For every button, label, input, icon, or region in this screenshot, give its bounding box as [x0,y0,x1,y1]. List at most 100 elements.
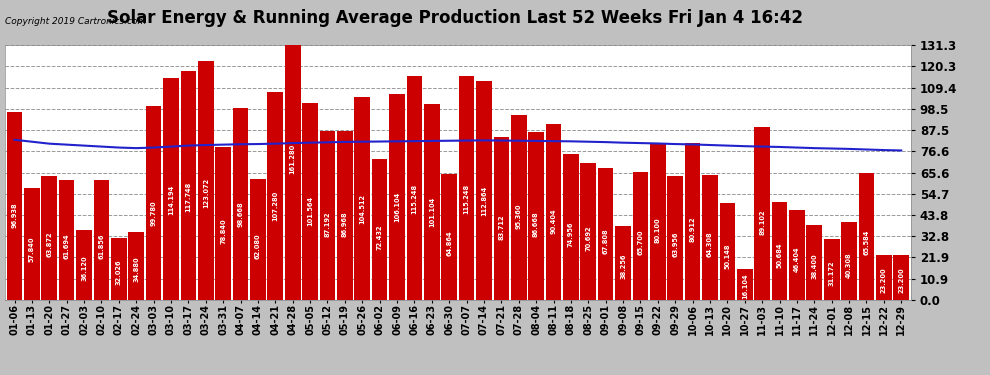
Text: 65.700: 65.700 [638,230,644,255]
Bar [876,255,892,300]
Text: 98.668: 98.668 [238,201,244,226]
Text: 101.564: 101.564 [307,196,313,226]
Bar [76,230,92,300]
Text: 67.808: 67.808 [603,228,609,254]
Bar [824,240,840,300]
Bar [737,269,752,300]
Bar [180,71,196,300]
Text: Solar Energy & Running Average Production Last 52 Weeks Fri Jan 4 16:42: Solar Energy & Running Average Productio… [107,9,804,27]
Bar [372,159,387,300]
Text: 87.192: 87.192 [325,211,331,237]
Text: 36.120: 36.120 [81,256,87,281]
Text: 16.104: 16.104 [742,273,747,299]
Bar [511,115,527,300]
Text: 23.200: 23.200 [881,267,887,292]
Text: 114.194: 114.194 [168,185,174,215]
Text: 46.404: 46.404 [794,247,800,272]
Bar [442,174,457,300]
Text: 115.248: 115.248 [412,184,418,214]
Bar [615,226,631,300]
Bar [7,112,23,300]
Bar [842,222,857,300]
Bar [720,202,736,300]
Bar [580,163,596,300]
Text: 95.360: 95.360 [516,204,522,230]
Text: 72.432: 72.432 [376,224,382,249]
Text: 80.912: 80.912 [690,216,696,242]
Text: 38.256: 38.256 [620,254,626,279]
Bar [111,238,127,300]
Bar [424,104,440,300]
Text: 50.148: 50.148 [725,243,731,269]
Bar [598,168,614,300]
Bar [529,132,544,300]
Text: 80.100: 80.100 [654,217,660,243]
Bar [320,130,336,300]
Bar [545,124,561,300]
Bar [633,172,648,300]
Text: 70.692: 70.692 [585,225,591,251]
Bar [476,81,492,300]
Text: Copyright 2019 Cartronics.com: Copyright 2019 Cartronics.com [5,17,147,26]
Bar [267,92,283,300]
Text: 78.840: 78.840 [220,218,226,244]
Text: 57.840: 57.840 [29,237,35,262]
Text: 23.200: 23.200 [898,267,904,292]
Bar [42,176,57,300]
Text: 83.712: 83.712 [498,214,504,240]
Bar [685,143,700,300]
Text: 123.072: 123.072 [203,177,209,208]
Text: 112.864: 112.864 [481,186,487,216]
Bar [24,188,40,300]
Bar [163,78,179,300]
Bar [354,97,370,300]
Text: 99.780: 99.780 [150,200,156,226]
Bar [494,137,509,300]
Bar [198,61,214,300]
Text: 65.584: 65.584 [863,230,869,255]
Bar [458,76,474,300]
Bar [754,127,770,300]
Bar [702,175,718,300]
Text: 86.968: 86.968 [342,211,347,237]
Text: 115.248: 115.248 [463,184,469,214]
Bar [216,147,231,300]
Text: 40.308: 40.308 [846,252,852,278]
Text: 31.172: 31.172 [829,260,835,286]
Bar [233,108,248,300]
Bar [789,210,805,300]
Text: 63.872: 63.872 [47,231,52,257]
Text: 117.748: 117.748 [185,182,191,212]
Bar [250,179,265,300]
Bar [337,131,352,300]
Bar [893,255,909,300]
Text: 96.938: 96.938 [12,202,18,228]
Text: 34.880: 34.880 [134,257,140,282]
Bar [667,176,683,300]
Text: 101.104: 101.104 [429,196,435,227]
Text: 74.956: 74.956 [568,222,574,247]
Text: 90.404: 90.404 [550,208,556,234]
Bar [807,225,822,300]
Bar [407,76,422,300]
Bar [58,180,74,300]
Bar [302,103,318,300]
Text: 61.856: 61.856 [98,233,105,259]
Text: 50.684: 50.684 [776,243,782,268]
Text: 63.956: 63.956 [672,231,678,257]
Bar [772,202,787,300]
Bar [146,106,161,300]
Text: 106.104: 106.104 [394,192,400,222]
Text: 64.864: 64.864 [446,231,452,256]
Text: 107.280: 107.280 [272,191,278,221]
Text: 89.102: 89.102 [759,209,765,235]
Text: 104.512: 104.512 [359,194,365,224]
Bar [389,94,405,300]
Text: 38.400: 38.400 [811,254,818,279]
Text: 86.668: 86.668 [534,211,540,237]
Bar [650,144,665,300]
Bar [94,180,109,300]
Text: 61.694: 61.694 [63,233,69,259]
Bar [563,154,579,300]
Text: 62.080: 62.080 [255,233,261,258]
